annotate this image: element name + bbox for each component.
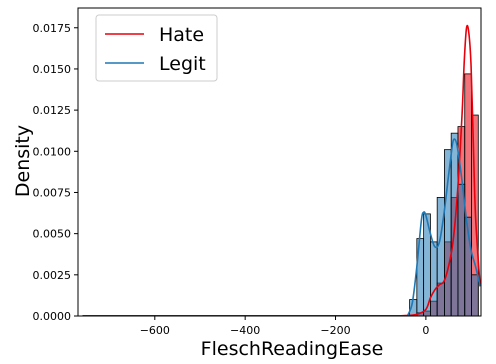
bar-legit-5 <box>444 149 452 316</box>
legend: Hate Legit <box>95 14 218 82</box>
bar-legit-3 <box>429 241 438 316</box>
y-tick-label: 0.0150 <box>33 63 72 76</box>
x-tick-label: 0 <box>422 324 429 337</box>
x-tick-label: −200 <box>320 324 350 337</box>
y-tick-label: 0.0100 <box>33 145 72 158</box>
legend-label-legit: Legit <box>159 53 206 75</box>
kde-line-legit <box>407 138 481 316</box>
legend-box <box>95 14 218 82</box>
bar-legit-7 <box>457 183 466 316</box>
y-axis-label: Density <box>12 125 34 197</box>
legend-label-hate: Hate <box>159 24 204 46</box>
y-tick-label: 0.0125 <box>33 104 72 117</box>
y-tick-label: 0.0000 <box>33 310 72 323</box>
axes-frame <box>77 7 482 317</box>
x-axis-label: FleschReadingEase <box>201 338 384 360</box>
x-tick-label: −400 <box>230 324 260 337</box>
y-tick-label: 0.0075 <box>33 186 72 199</box>
bar-legit-8 <box>464 216 472 316</box>
axes: 0.0000 0.0025 0.0050 0.0075 0.0100 0.0125 0.01… <box>33 7 482 337</box>
y-tick-label: 0.0050 <box>33 228 72 241</box>
x-tick-label: −600 <box>140 324 170 337</box>
bar-legit-9 <box>471 274 479 316</box>
y-tick-label: 0.0025 <box>33 269 72 282</box>
y-tick-label: 0.0175 <box>33 22 72 35</box>
